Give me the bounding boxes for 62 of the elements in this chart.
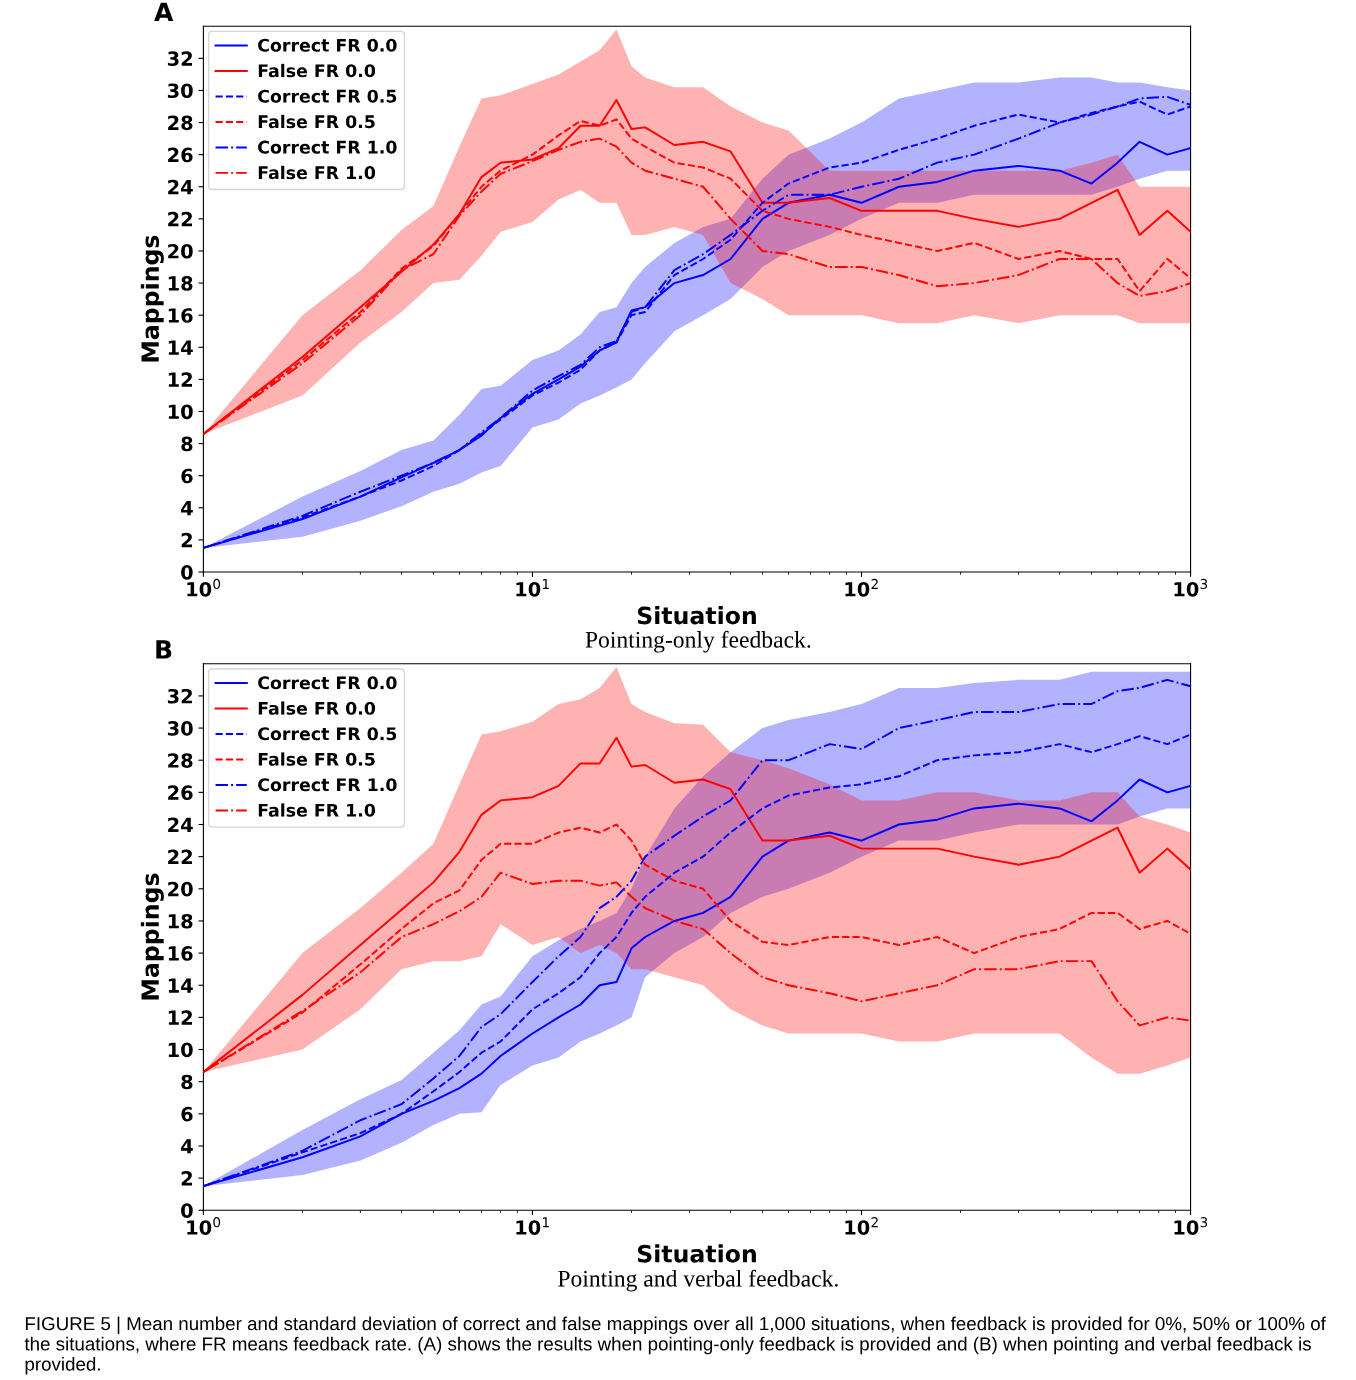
y-tick-label: 26 <box>168 147 193 163</box>
x-tick-label: 10$^{1}$ <box>516 1217 549 1235</box>
chart-title: A <box>154 2 174 22</box>
y-tick-label: 24 <box>168 817 193 832</box>
y-axis-title: Mappings <box>140 235 164 362</box>
y-tick-label: 18 <box>168 276 193 291</box>
x-tick-label: 10$^{0}$ <box>187 1217 221 1235</box>
y-tick-label: 0 <box>181 1203 193 1218</box>
y-tick-label: 2 <box>181 532 192 548</box>
y-tick-label: 30 <box>167 721 193 736</box>
y-tick-label: 8 <box>181 436 193 452</box>
y-tick-label: 28 <box>168 115 193 131</box>
y-tick-label: 8 <box>181 1074 193 1090</box>
y-tick-label: 26 <box>168 785 193 801</box>
y-tick-label: 14 <box>168 340 193 355</box>
legend-label: Correct FR 1.0 <box>258 140 397 154</box>
legend-label: Correct FR 1.0 <box>258 778 397 792</box>
y-tick-label: 4 <box>181 1139 193 1154</box>
x-axis-title: Situation <box>637 606 756 625</box>
legend-label: False FR 1.0 <box>258 803 376 817</box>
legend-label: Correct FR 0.0 <box>258 676 397 690</box>
legend-label: False FR 0.0 <box>258 63 376 78</box>
legend-label: Correct FR 0.0 <box>258 38 397 52</box>
caption: FIGURE 5 | Mean number and standard deviation of correct and false mappings over all 1,000 situations, when feedback is provided for 0%, 50% or 100% of the situations, where FR means feedback rate. (A) shows the results when pointing-only feedback is provided and (B) when pointing and verbal feedback is provided. <box>24 1316 1326 1375</box>
y-tick-label: 18 <box>168 913 193 929</box>
chart-title: B <box>156 640 172 659</box>
y-tick-label: 30 <box>167 83 193 99</box>
y-tick-label: 16 <box>168 946 193 961</box>
text: Pointing-only feedback. <box>585 630 811 653</box>
y-tick-label: 28 <box>168 753 193 768</box>
y-tick-label: 12 <box>168 372 192 387</box>
x-tick-label: 10$^{2}$ <box>845 1217 878 1235</box>
text: Pointing and verbal feedback. <box>558 1269 838 1292</box>
legend-label: False FR 0.5 <box>258 114 375 129</box>
y-tick-label: 14 <box>168 978 193 993</box>
legend-label: Correct FR 0.5 <box>258 89 397 103</box>
x-tick-label: 10$^{3}$ <box>1174 1217 1208 1235</box>
y-tick-label: 16 <box>168 308 193 323</box>
y-tick-label: 6 <box>181 1106 193 1122</box>
y-tick-label: 32 <box>167 51 192 66</box>
y-tick-label: 22 <box>168 849 192 865</box>
y-tick-label: 0 <box>181 564 193 580</box>
legend-label: False FR 0.5 <box>258 752 375 766</box>
legend-label: False FR 1.0 <box>258 165 376 180</box>
legend-label: False FR 0.0 <box>258 701 376 715</box>
y-tick-label: 24 <box>168 179 193 195</box>
y-tick-label: 20 <box>168 881 193 897</box>
y-tick-label: 4 <box>181 501 193 516</box>
legend-label: Correct FR 0.5 <box>258 727 397 741</box>
y-tick-label: 6 <box>181 468 193 484</box>
y-tick-label: 10 <box>168 404 193 420</box>
y-tick-label: 12 <box>168 1010 192 1025</box>
x-tick-label: 10$^{2}$ <box>845 578 878 597</box>
x-tick-label: 10$^{3}$ <box>1174 578 1208 597</box>
y-tick-label: 22 <box>168 211 192 227</box>
y-tick-label: 2 <box>181 1171 192 1186</box>
y-tick-label: 32 <box>167 688 192 704</box>
y-tick-label: 10 <box>168 1042 193 1058</box>
x-axis-title: Situation <box>637 1244 756 1263</box>
y-tick-label: 20 <box>168 243 193 259</box>
x-tick-label: 10$^{1}$ <box>516 579 549 597</box>
y-axis-title: Mappings <box>140 873 164 1000</box>
